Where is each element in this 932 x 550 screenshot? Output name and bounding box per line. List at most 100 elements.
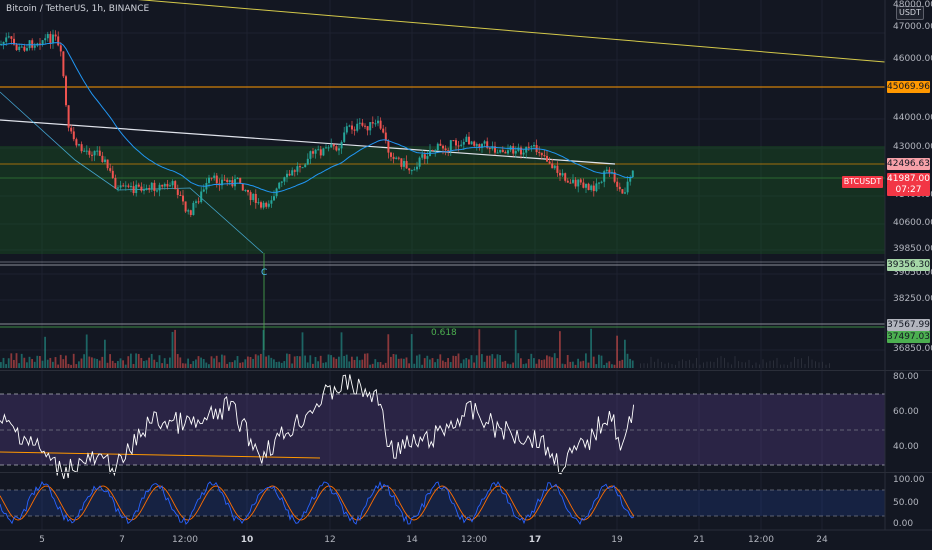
candle-body (579, 179, 582, 183)
volume-bar (309, 355, 312, 368)
candle-body (189, 210, 192, 215)
volume-bar (804, 363, 806, 368)
volume-bar (585, 353, 587, 368)
volume-bar (166, 363, 169, 368)
volume-bar (156, 362, 158, 368)
volume-bar (335, 358, 338, 368)
volume-bar (98, 360, 101, 368)
rsi-trendline[interactable] (0, 451, 321, 459)
volume-bar (247, 356, 249, 368)
volume-bar (208, 364, 210, 368)
volume-bar (608, 361, 611, 368)
candle-body (442, 145, 444, 149)
candle-body (600, 181, 603, 183)
candle-body (270, 200, 273, 204)
volume-bar (275, 361, 278, 368)
volume-bar (741, 362, 743, 368)
volume-bar (416, 355, 418, 368)
chart-title: Bitcoin / TetherUS, 1h, BINANCE (6, 4, 150, 14)
stoch-d-line (0, 485, 635, 521)
candle-body (512, 146, 515, 154)
volume-bar (491, 354, 494, 368)
volume-bar (239, 362, 241, 368)
candle-body (187, 210, 190, 212)
candle-body (418, 157, 421, 167)
volume-bar (535, 363, 538, 368)
volume-bar (444, 361, 447, 368)
candle-body (631, 170, 634, 178)
candle-body (561, 173, 564, 176)
candle-body (93, 150, 96, 156)
volume-bar (293, 356, 296, 368)
volume-bar (390, 356, 392, 368)
volume-bar (351, 356, 353, 368)
volume-bar (738, 361, 739, 368)
volume-bar (720, 356, 722, 368)
price-tick: 48000.00 (893, 0, 932, 10)
candle-body (288, 173, 291, 176)
stoch-tick: 100.00 (893, 475, 925, 485)
candle-body (556, 165, 559, 173)
candle-body (174, 181, 177, 190)
pane-separator-rsi[interactable] (0, 370, 932, 371)
wave-c-label: C (261, 268, 268, 278)
volume-bar (83, 354, 85, 368)
volume-bar (213, 358, 215, 368)
volume-bar (93, 358, 96, 368)
candle-body (153, 182, 156, 192)
tag-45069: 45069.96 (887, 81, 930, 93)
candle-body (356, 123, 359, 131)
volume-bar (72, 353, 75, 368)
candle-body (533, 145, 535, 147)
candle-body (166, 183, 169, 187)
rsi-tick: 80.00 (893, 372, 919, 382)
time-tick: 10 (240, 535, 254, 545)
volume-bar (153, 359, 156, 368)
candle-body (447, 150, 450, 152)
volume-bar (273, 359, 275, 368)
volume-bar (678, 361, 680, 368)
volume-bar (745, 362, 746, 368)
volume-bar (195, 359, 197, 368)
candle-body (392, 156, 395, 159)
volume-bar (387, 334, 390, 368)
volume-bar (706, 361, 708, 368)
candle-body (267, 203, 270, 207)
candle-body (408, 168, 411, 171)
volume-bar (369, 364, 371, 368)
volume-bar (522, 364, 525, 368)
volume-bar (483, 361, 486, 368)
volume-bar (442, 360, 444, 368)
volume-bar (525, 363, 527, 368)
volume-bar (143, 360, 145, 368)
volume-bar (252, 358, 254, 368)
volume-bar (657, 358, 659, 368)
candle-body (364, 125, 366, 127)
candle-body (135, 184, 138, 194)
candle-body (569, 182, 572, 184)
yellow-trendline[interactable] (0, 0, 886, 63)
candle-body (70, 127, 73, 132)
volume-bar (46, 359, 49, 368)
candle-body (390, 152, 392, 157)
volume-bar (288, 354, 291, 368)
time-tick: 12 (324, 535, 336, 545)
volume-bar (410, 334, 413, 368)
candlesticks[interactable] (0, 29, 634, 218)
candle-body (182, 195, 184, 202)
candle-body (548, 161, 551, 164)
candle-body (348, 125, 351, 127)
candle-body (280, 181, 283, 183)
pane-separator-stoch[interactable] (0, 472, 932, 473)
currency-button[interactable]: USDT (896, 6, 924, 20)
candle-body (603, 171, 606, 182)
time-tick: 24 (816, 535, 828, 545)
white-trendline[interactable] (0, 119, 616, 165)
candle-body (400, 158, 403, 167)
volume-bar (759, 364, 760, 368)
volume-bar (304, 355, 306, 368)
volume-bar (330, 355, 332, 368)
time-tick: 12:00 (748, 535, 774, 545)
candle-body (33, 45, 36, 48)
